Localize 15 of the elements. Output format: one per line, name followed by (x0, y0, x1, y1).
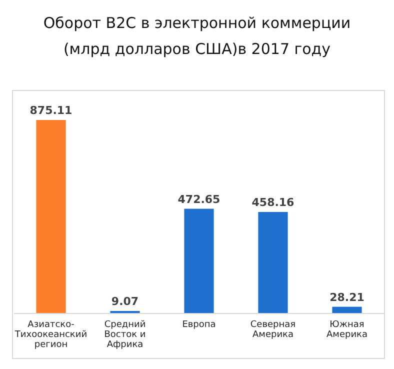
chart-title: Оборот B2C в электронной коммерции (млрд долларов США)в 2017 году (43, 14, 351, 58)
x-tick-label: Северная Америка (250, 320, 296, 340)
bar (36, 120, 66, 313)
bar (258, 212, 288, 313)
bar (184, 208, 214, 313)
x-tick-label: Южная Америка (326, 320, 368, 340)
data-label: 458.16 (252, 196, 295, 209)
data-label: 28.21 (330, 290, 364, 304)
x-tick-label: Европа (182, 320, 216, 330)
x-tick-label: Средний Восток и Африка (104, 320, 146, 350)
data-label: 875.11 (30, 104, 72, 117)
data-label: 472.65 (178, 192, 220, 206)
data-label: 9.07 (111, 295, 139, 308)
bar (332, 306, 362, 313)
x-tick-label: Азиатско-Тихоокеанский регион (14, 320, 88, 350)
